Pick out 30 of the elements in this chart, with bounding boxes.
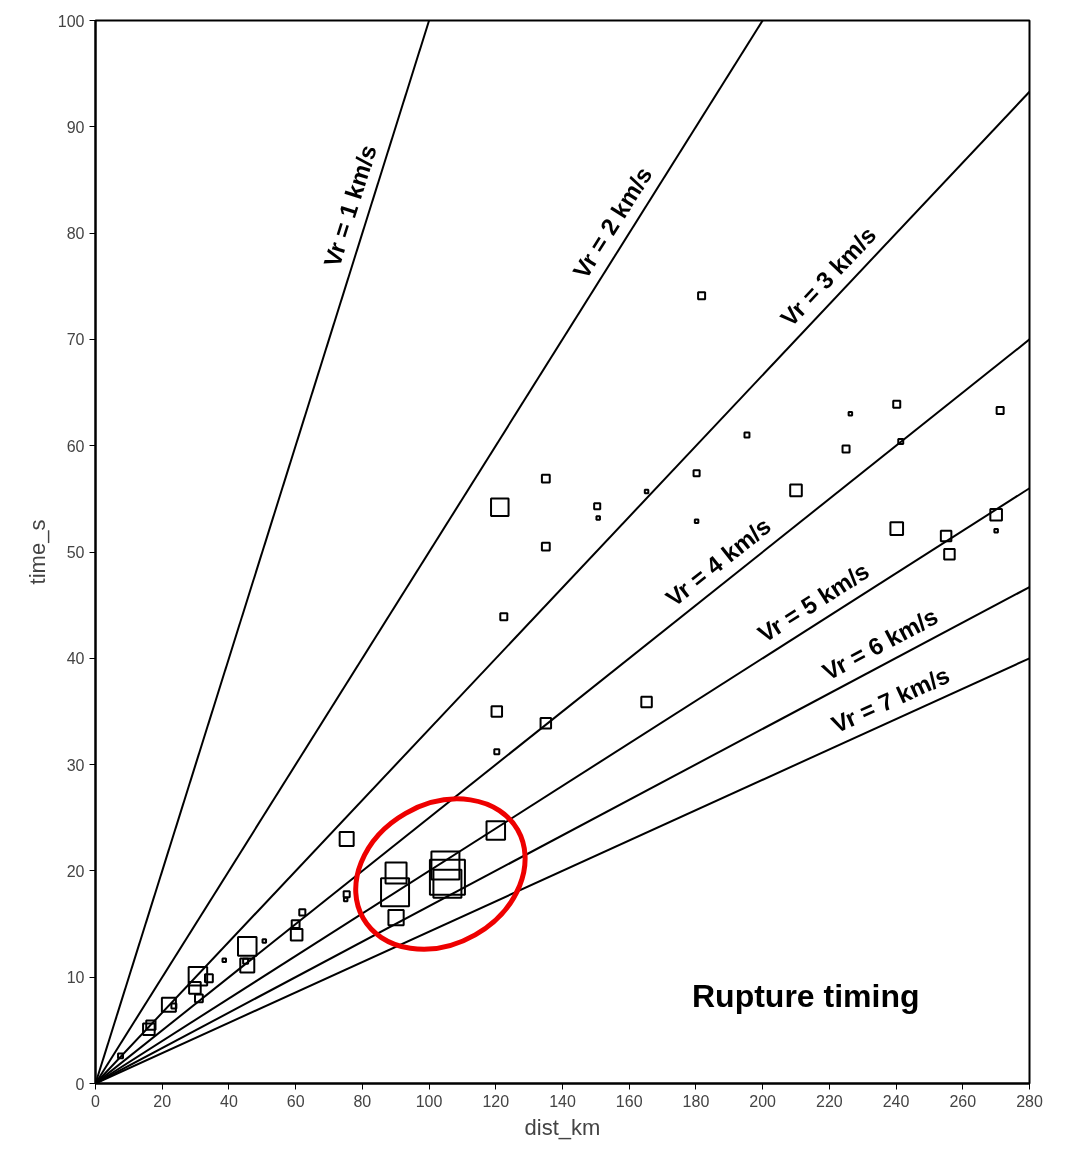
y-tick-label: 30 bbox=[66, 756, 85, 774]
y-tick-label: 60 bbox=[66, 437, 85, 455]
y-tick-label: 40 bbox=[66, 650, 85, 668]
x-tick-label: 140 bbox=[549, 1092, 576, 1110]
x-tick-label: 260 bbox=[949, 1092, 977, 1110]
x-tick-label: 20 bbox=[153, 1092, 172, 1110]
y-tick-label: 50 bbox=[66, 544, 85, 561]
y-tick-label: 20 bbox=[66, 862, 85, 880]
y-tick-label: 70 bbox=[66, 331, 85, 349]
y-tick-label: 0 bbox=[75, 1075, 85, 1093]
x-tick-label: 160 bbox=[615, 1092, 643, 1110]
x-tick-label: 60 bbox=[286, 1092, 305, 1110]
x-tick-label: 200 bbox=[749, 1092, 777, 1110]
x-tick-label: 240 bbox=[882, 1092, 910, 1110]
x-axis-title: dist_km bbox=[524, 1114, 601, 1140]
y-tick-label: 100 bbox=[57, 12, 85, 30]
y-tick-label: 90 bbox=[66, 118, 85, 136]
x-tick-label: 80 bbox=[353, 1092, 372, 1110]
x-tick-label: 0 bbox=[91, 1092, 101, 1110]
annotation: Vr = 1 km/s bbox=[318, 141, 382, 271]
x-tick-label: 100 bbox=[415, 1092, 443, 1110]
x-tick-label: 220 bbox=[816, 1092, 843, 1110]
x-tick-label: 280 bbox=[1016, 1092, 1043, 1110]
y-axis-title: time_s bbox=[24, 519, 50, 585]
y-tick-label: 80 bbox=[66, 225, 85, 243]
x-tick-label: 180 bbox=[682, 1092, 710, 1110]
x-tick-label: 120 bbox=[482, 1092, 510, 1110]
x-tick-label: 40 bbox=[220, 1092, 238, 1110]
annotation: Rupture timing bbox=[691, 977, 920, 1014]
y-tick-label: 10 bbox=[66, 969, 85, 987]
